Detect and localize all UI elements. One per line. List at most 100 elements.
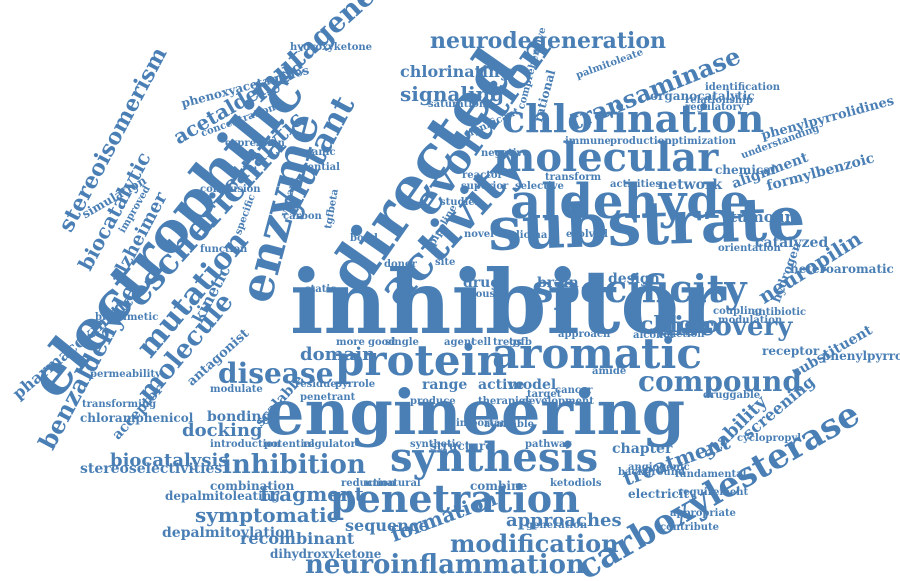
cloud-word: carbon: [283, 211, 322, 222]
cloud-word: bond: [350, 233, 378, 244]
cloud-word: reduction: [341, 478, 396, 489]
cloud-word: transforming: [82, 399, 157, 410]
cloud-word: model: [508, 377, 557, 393]
cloud-word: receptor: [762, 344, 820, 358]
cloud-word: amide: [592, 366, 627, 377]
cloud-word: tgfbeta: [323, 188, 341, 230]
cloud-word: glioma: [509, 230, 548, 241]
cloud-word: activities: [610, 179, 662, 190]
cloud-word: heteroaromatic: [790, 262, 894, 276]
cloud-word: reactor: [462, 170, 503, 181]
cloud-word: chlorinating: [400, 62, 511, 81]
cloud-word: organic: [293, 147, 336, 158]
cloud-word: domain: [300, 344, 376, 365]
cloud-word: brain: [537, 275, 579, 291]
cloud-word: mouse: [465, 289, 502, 300]
cloud-word: fundamental: [675, 469, 747, 480]
cloud-word: synthetic: [410, 439, 462, 450]
cloud-word: depalmitoleating: [165, 489, 280, 503]
cloud-word: discovery: [656, 312, 793, 342]
cloud-word: therapies: [478, 396, 531, 407]
cloud-word: tumour: [730, 208, 793, 226]
cloud-word: chemical: [715, 163, 776, 177]
cloud-word: combination: [210, 479, 295, 493]
cloud-word: specificity: [532, 266, 747, 311]
cloud-word: orientation: [718, 243, 781, 254]
cloud-word: appropriate: [670, 508, 736, 519]
cloud-word: good: [368, 337, 396, 348]
cloud-word: generation: [526, 520, 588, 531]
cloud-word: development: [522, 396, 594, 407]
cloud-word: inhibition: [222, 450, 366, 480]
cloud-word: static: [305, 284, 337, 295]
cloud-word: site: [435, 257, 456, 268]
cloud-word: range: [422, 377, 468, 393]
cloud-word: expression: [225, 138, 285, 149]
cloud-word: signaling: [400, 82, 505, 106]
cloud-word: pathway: [525, 439, 572, 450]
cloud-word: docking: [182, 420, 263, 441]
cloud-word: recombinant: [240, 529, 355, 548]
cloud-word: sequence: [345, 516, 429, 535]
cloud-word: druggable: [703, 390, 761, 401]
cloud-word: molecular: [493, 134, 719, 181]
cloud-word: unnatural: [365, 478, 421, 489]
cloud-word: chloro: [640, 312, 719, 338]
cloud-word: residue: [295, 379, 337, 390]
cloud-word: novel: [464, 229, 494, 240]
cloud-word: available: [484, 419, 534, 430]
cloud-word: studies: [440, 197, 481, 208]
cloud-word: modification: [450, 529, 619, 558]
cloud-word: immune: [565, 136, 611, 147]
cloud-word: produce: [410, 396, 456, 407]
cloud-word: single: [385, 337, 419, 348]
cloud-word: ketodiols: [550, 478, 602, 489]
cloud-word: function: [200, 244, 248, 255]
cloud-word: structure: [430, 439, 493, 453]
cloud-word: biomimetic: [95, 312, 159, 323]
cloud-word: permeability: [90, 369, 161, 380]
cloud-word: saturation: [428, 99, 487, 110]
cloud-word: stereoselectivities: [80, 461, 223, 477]
cloud-word: hydroxyketone: [290, 42, 372, 53]
cloud-word: target: [527, 389, 562, 400]
cloud-word: relationship: [685, 95, 753, 106]
cloud-word: compound: [638, 365, 802, 398]
cloud-word: drug: [463, 275, 501, 291]
cloud-word: pyrrole: [335, 379, 376, 390]
cloud-word: identification: [705, 82, 781, 93]
cloud-word: tregs: [493, 337, 522, 348]
cloud-word: disease: [218, 357, 334, 390]
cloud-word: network: [658, 177, 723, 193]
cloud-word: depalmitoylation: [162, 525, 295, 541]
cloud-word: antibiotic: [752, 307, 807, 318]
cloud-word: coupling: [713, 306, 762, 317]
cloud-word: symptomatic: [195, 503, 339, 527]
cloud-word: alcohol: [633, 330, 674, 341]
cloud-word: dihydroxyketone: [270, 547, 382, 561]
cloud-word: tgfb: [509, 337, 532, 348]
cloud-word: approach: [558, 329, 611, 340]
cloud-word: catalyzed: [755, 235, 829, 251]
cloud-word: chloramphenicol: [80, 411, 194, 425]
cloud-word: inhibitor: [290, 250, 726, 354]
cloud-word: active: [478, 377, 525, 393]
cloud-word: important: [456, 418, 513, 429]
cloud-word: neuroinflammation: [305, 550, 585, 580]
cloud-word: donor: [384, 259, 417, 270]
cloud-word: superior: [461, 181, 509, 192]
cloud-word: bonding: [207, 409, 272, 425]
cloud-word: fragment: [260, 482, 364, 506]
cloud-word: electricity: [628, 487, 696, 501]
cloud-word: essential: [290, 162, 340, 173]
cloud-word: contribute: [660, 522, 719, 533]
cloud-word: optimization: [665, 136, 736, 147]
cloud-word: design: [608, 271, 660, 287]
cloud-word: selective: [515, 181, 564, 192]
cloud-word: requirement: [678, 487, 749, 498]
cloud-word: approaches: [506, 510, 622, 531]
cloud-word: penetrant: [300, 392, 356, 403]
cloud-word: aromatic: [492, 329, 702, 378]
cloud-word: reaction: [658, 329, 705, 340]
cloud-word: cancer: [555, 385, 593, 396]
